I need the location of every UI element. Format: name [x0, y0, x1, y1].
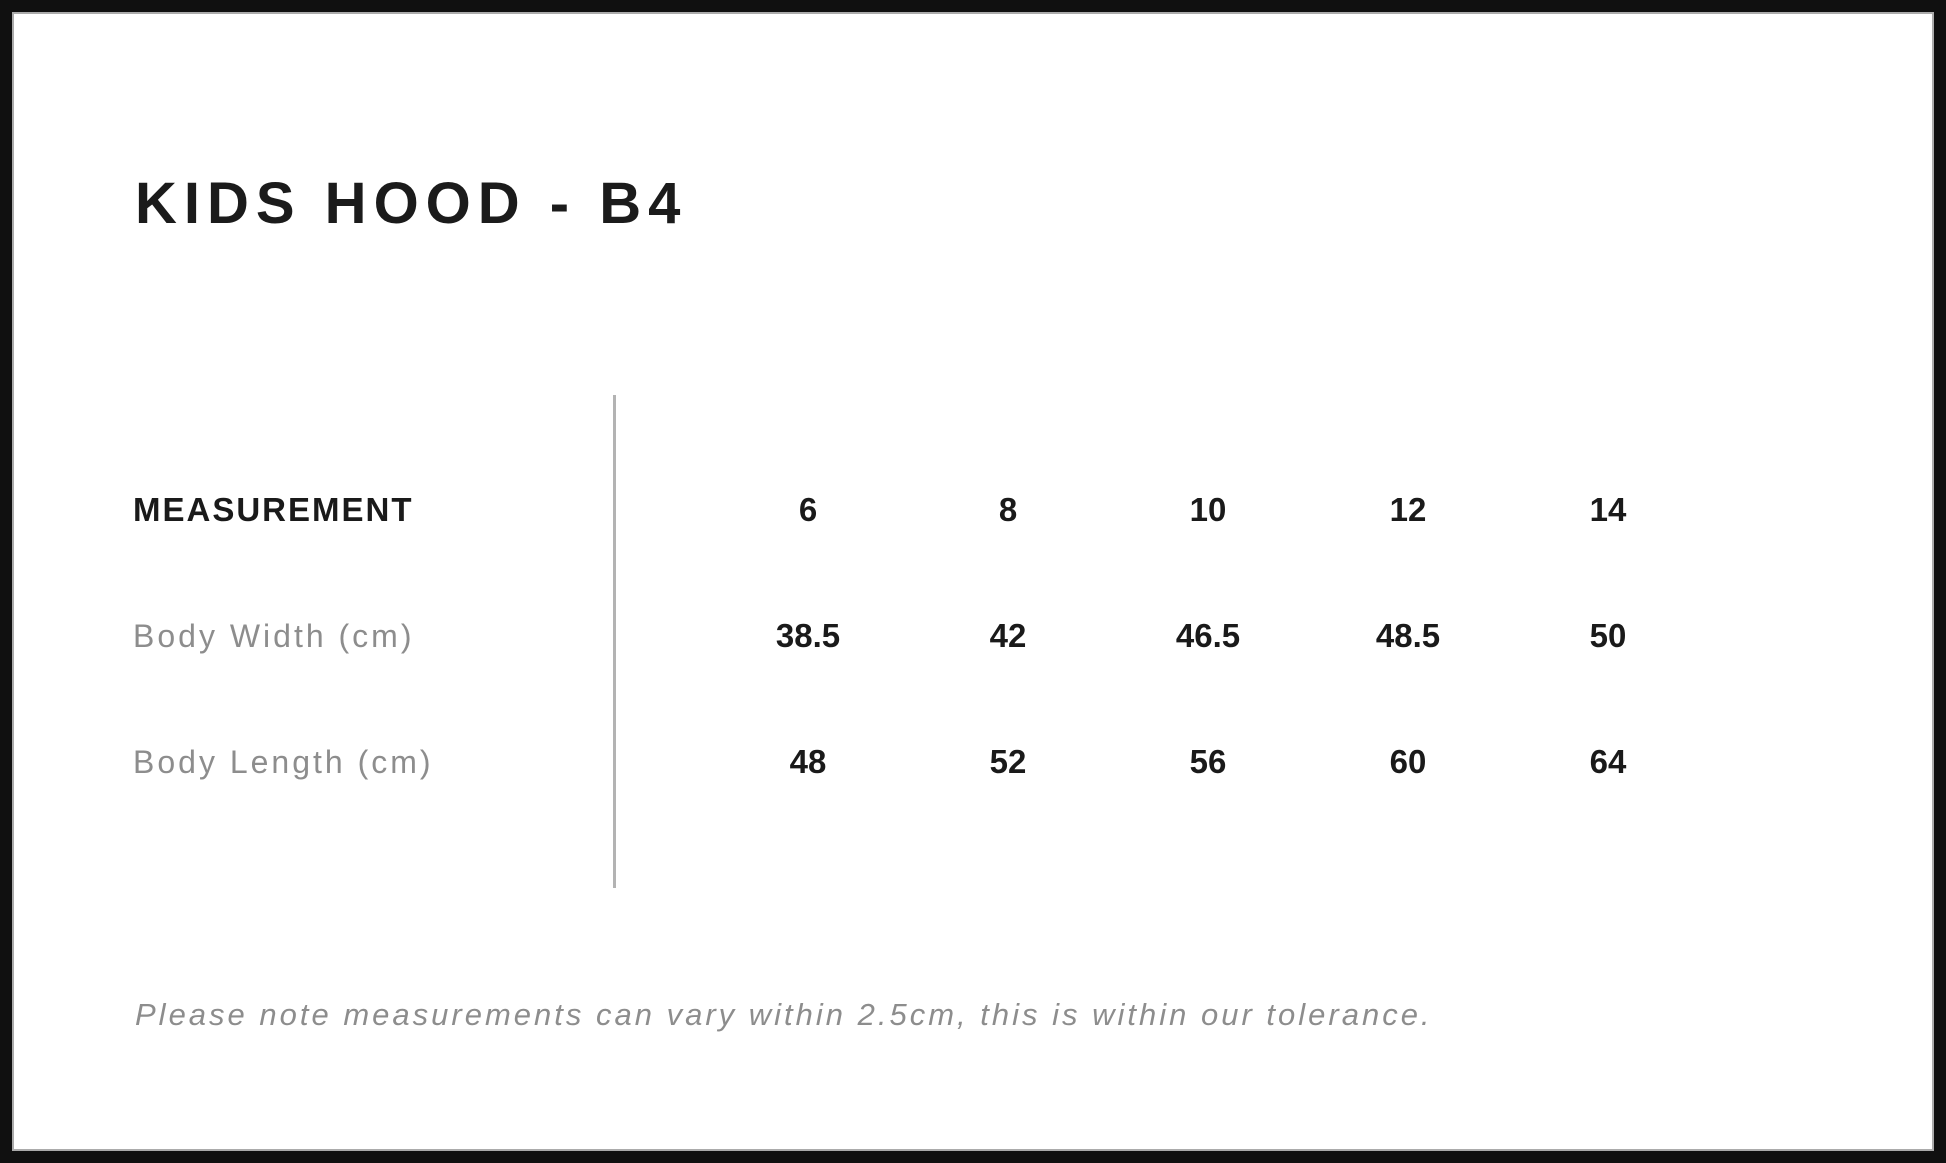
- body-length-value: 56: [1189, 743, 1227, 780]
- body-width-value: 50: [1589, 617, 1627, 654]
- tolerance-note: Please note measurements can vary within…: [135, 997, 1433, 1032]
- body-length-value: 48: [789, 743, 827, 780]
- row-label-body-width: Body Width (cm): [133, 617, 415, 654]
- body-width-value: 46.5: [1175, 617, 1241, 654]
- size-column-header: 6: [798, 491, 818, 528]
- size-column-header: 8: [998, 491, 1018, 528]
- row-label-body-length: Body Length (cm): [133, 743, 434, 780]
- size-table: MEASUREMENT 6 8 10 12 14 Body Width (cm)…: [0, 395, 1946, 888]
- body-length-value: 60: [1389, 743, 1427, 780]
- body-length-value: 52: [989, 743, 1027, 780]
- body-width-value: 42: [989, 617, 1027, 654]
- body-width-value: 38.5: [775, 617, 841, 654]
- table-row-body-width: Body Width (cm) 38.5 42 46.5 48.5 50: [0, 573, 1946, 699]
- measurement-column-header: MEASUREMENT: [133, 491, 414, 528]
- table-row-body-length: Body Length (cm) 48 52 56 60 64: [0, 699, 1946, 825]
- table-vertical-divider: [613, 395, 616, 888]
- body-length-value: 64: [1589, 743, 1627, 780]
- size-column-header: 10: [1189, 491, 1227, 528]
- table-header-row: MEASUREMENT 6 8 10 12 14: [0, 447, 1946, 573]
- body-width-value: 48.5: [1375, 617, 1441, 654]
- size-column-header: 12: [1389, 491, 1427, 528]
- page-title: KIDS HOOD - B4: [135, 170, 688, 236]
- size-column-header: 14: [1589, 491, 1627, 528]
